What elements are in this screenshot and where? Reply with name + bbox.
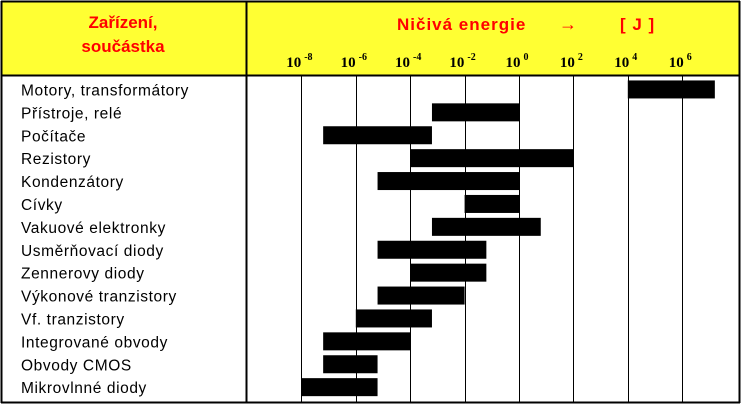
range-bar	[355, 309, 432, 328]
unit-label: [ J ]	[620, 15, 655, 34]
category-label: Kondenzátory	[21, 174, 124, 191]
tick-label: 10 6	[669, 52, 692, 71]
range-bar	[301, 378, 378, 397]
category-header-line1: Zařízení,	[89, 13, 158, 32]
range-bars	[301, 80, 715, 397]
category-label: Počítače	[21, 128, 86, 145]
range-bar	[323, 332, 411, 351]
tick-label: 10 -6	[341, 52, 367, 71]
tick-label: 10 4	[614, 52, 637, 71]
category-label: Výkonové tranzistory	[21, 289, 177, 306]
x-axis-ticks: 10 -8 10 -6 10 -4 10 -2 10 0 10 2 10 4 10 6	[286, 52, 691, 71]
category-label: Přístroje, relé	[21, 105, 122, 122]
range-bar	[323, 126, 432, 145]
category-header-line2: součástka	[81, 37, 165, 56]
range-bar	[323, 355, 378, 374]
range-bar	[377, 172, 519, 191]
gridlines	[301, 76, 683, 402]
range-bar	[627, 80, 715, 99]
range-bar	[410, 263, 487, 282]
category-label: Rezistory	[21, 151, 91, 168]
category-label: Vf. tranzistory	[21, 311, 125, 328]
category-label: Mikrovlnné diody	[21, 380, 147, 397]
category-label: Integrované obvody	[21, 334, 168, 351]
range-bar	[410, 149, 574, 168]
tick-label: 10 2	[560, 52, 583, 71]
category-label: Zennerovy diody	[21, 266, 145, 283]
category-labels: Motory, transformátory Přístroje, relé Poč…	[21, 82, 189, 397]
category-label: Usměrňovací diody	[21, 243, 164, 260]
tick-label: 10 -4	[395, 52, 421, 71]
tick-label: 10 -2	[449, 52, 475, 71]
value-header-label: Ničivá energie	[397, 15, 526, 34]
range-bar	[431, 103, 519, 122]
range-bar	[377, 286, 465, 305]
tick-label: 10 0	[506, 52, 529, 71]
range-bar	[431, 217, 541, 236]
header-background	[2, 2, 739, 75]
category-label: Vakuové elektronky	[21, 220, 166, 237]
tick-label: 10 -8	[286, 52, 312, 71]
range-bar	[464, 194, 519, 213]
category-label: Motory, transformátory	[21, 82, 189, 99]
range-bar	[377, 240, 487, 259]
category-label: Cívky	[21, 197, 63, 214]
category-label: Obvody CMOS	[21, 357, 132, 374]
arrow-icon: →	[559, 14, 577, 34]
